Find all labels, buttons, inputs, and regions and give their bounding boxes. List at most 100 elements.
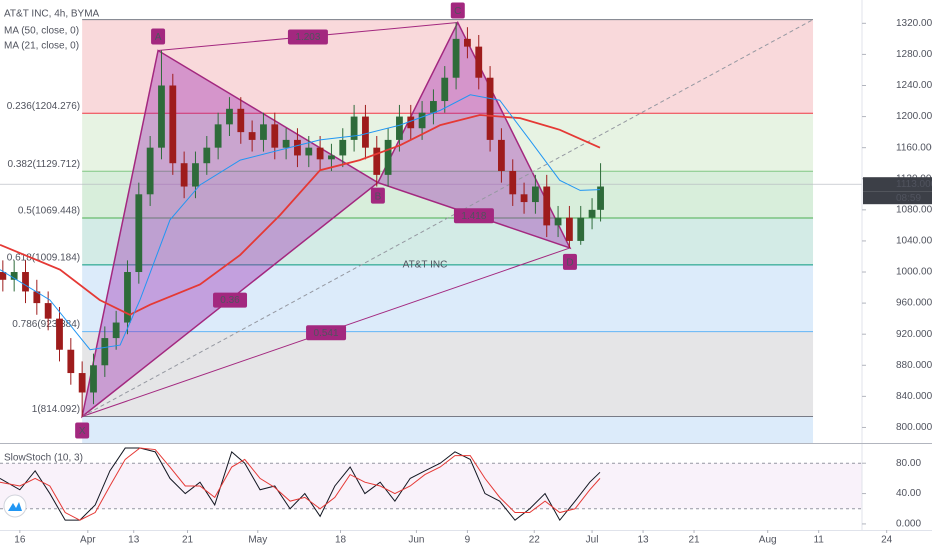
candle-body [180,163,188,187]
watermark: AT&T INC [403,260,448,271]
candle-body [146,147,154,195]
pattern-ratio: 0.541 [314,328,339,339]
x-tick-label: 13 [637,535,649,546]
candle-body [282,139,290,148]
candle-body [475,46,483,78]
y-tick-label: 1240.000 [896,80,932,91]
moving-average [0,114,601,316]
x-tick-label: May [248,535,267,546]
fib-band [82,416,814,443]
candle-body [554,217,562,226]
candle-body [430,101,437,113]
candle-body [226,108,233,125]
pattern-point-box [562,253,577,270]
fib-label: 0.382(1129.712) [7,159,80,170]
candle-body [565,217,573,241]
countdown: 08:59 [896,193,921,204]
candle-body [56,318,63,350]
pattern-point-box [151,28,166,45]
pattern-ratio: 0.36 [220,295,240,306]
x-tick-label: Jul [586,535,599,546]
x-tick-label: Jun [408,535,424,546]
fib-band [82,218,814,265]
candle-body [192,163,199,187]
stoch-line [0,447,601,522]
candle-body [101,338,109,366]
candle-body [441,77,449,102]
y-tick-label: 80.00 [896,458,921,469]
y-tick-label: 1200.000 [896,111,932,122]
candle-body [520,194,528,203]
moving-average [0,94,601,351]
y-tick-label: 1000.000 [896,267,932,278]
fib-label: 1(814.092) [32,404,80,415]
stoch-title: SlowStoch (10, 3) [4,453,83,464]
candle-body [373,147,381,175]
candle-body [135,194,143,273]
y-tick-label: 800.000 [896,422,932,433]
candle-body [452,38,460,78]
y-tick-label: 40.00 [896,488,921,499]
fib-label: 0.786(923.384) [12,319,80,330]
candle-body [543,186,551,226]
y-tick-label: 1080.000 [896,204,932,215]
candle-body [248,132,256,140]
y-tick-label: 1320.000 [896,18,932,29]
pattern-ratio-box [287,29,328,45]
candle-body [90,365,97,393]
x-tick-label: 21 [182,535,194,546]
pattern-ratio: 1.203 [295,32,320,43]
pattern-point-label: A [155,32,162,43]
y-tick-label: 920.000 [896,329,932,340]
last-price-label: 1113.000 [896,179,932,190]
candle-body [294,139,301,156]
y-tick-label: 960.000 [896,298,932,309]
last-price-box [863,177,932,192]
x-tick-label: Apr [80,535,96,546]
candle-body [464,38,471,47]
candle-body [169,85,177,164]
projection-line [81,19,814,417]
pattern-ratio: 1.418 [461,211,486,222]
logo-mark [8,502,22,511]
fib-band [82,331,814,417]
candle-body [237,108,245,133]
y-tick-label: 1160.000 [896,142,932,153]
candle-body [260,124,267,140]
pattern-point-label: C [454,6,461,17]
candle-body [384,139,392,175]
x-tick-label: 11 [813,535,824,546]
candle-body [486,77,494,140]
y-tick-label: 1280.000 [896,49,932,60]
candle-body [577,217,585,241]
candle-body [316,147,324,160]
candle-body [124,272,131,323]
legend-entry: MA (50, close, 0) [4,26,79,37]
pattern-ratio-box [453,208,494,224]
fib-label: 0.618(1009.184) [7,253,80,264]
pattern-point-label: B [375,191,382,202]
candle-body [339,139,347,156]
x-tick-label: 16 [14,535,26,546]
legend-entry: MA (21, close, 0) [4,41,79,52]
x-tick-label: 22 [529,535,541,546]
x-tick-label: Aug [759,535,777,546]
price-pane: 0.236(1204.276) 0.382(1129.712) 0.5(1069.4… [0,2,862,443]
pattern-point-box [370,187,385,204]
candle-body [33,291,41,304]
stoch-line [0,447,601,521]
candle-body [214,124,222,148]
candle-body [203,147,211,164]
candle-body [10,272,18,280]
pattern-point-box [75,422,90,439]
candle-body [509,170,517,195]
x-tick-label: 24 [881,535,893,546]
candle-body [328,155,335,160]
candle-body [0,272,7,280]
candle-body [67,349,75,374]
candle-body [407,116,415,129]
pattern-point-label: X [79,426,86,437]
y-tick-label: 840.000 [896,391,932,402]
